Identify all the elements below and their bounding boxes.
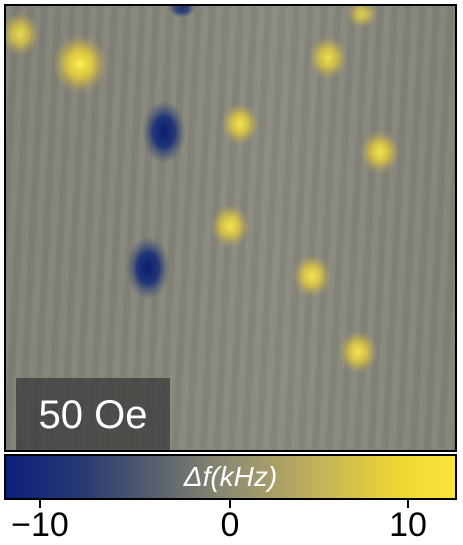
field-strength-label: 50 Oe bbox=[16, 378, 170, 450]
colorbar-tick bbox=[229, 500, 231, 508]
colorbar-tick-label: −10 bbox=[11, 506, 69, 544]
frequency-shift-map: 50 Oe bbox=[4, 4, 457, 452]
map-image bbox=[6, 6, 455, 450]
colorbar-tick bbox=[407, 500, 409, 508]
colorbar-tick-label: 0 bbox=[220, 506, 240, 544]
colorbar-tick bbox=[39, 500, 41, 508]
colorbar-tick-label: 10 bbox=[389, 506, 427, 544]
colorbar: Δf(kHz) bbox=[4, 454, 457, 500]
colorbar-label: Δf(kHz) bbox=[183, 461, 278, 492]
